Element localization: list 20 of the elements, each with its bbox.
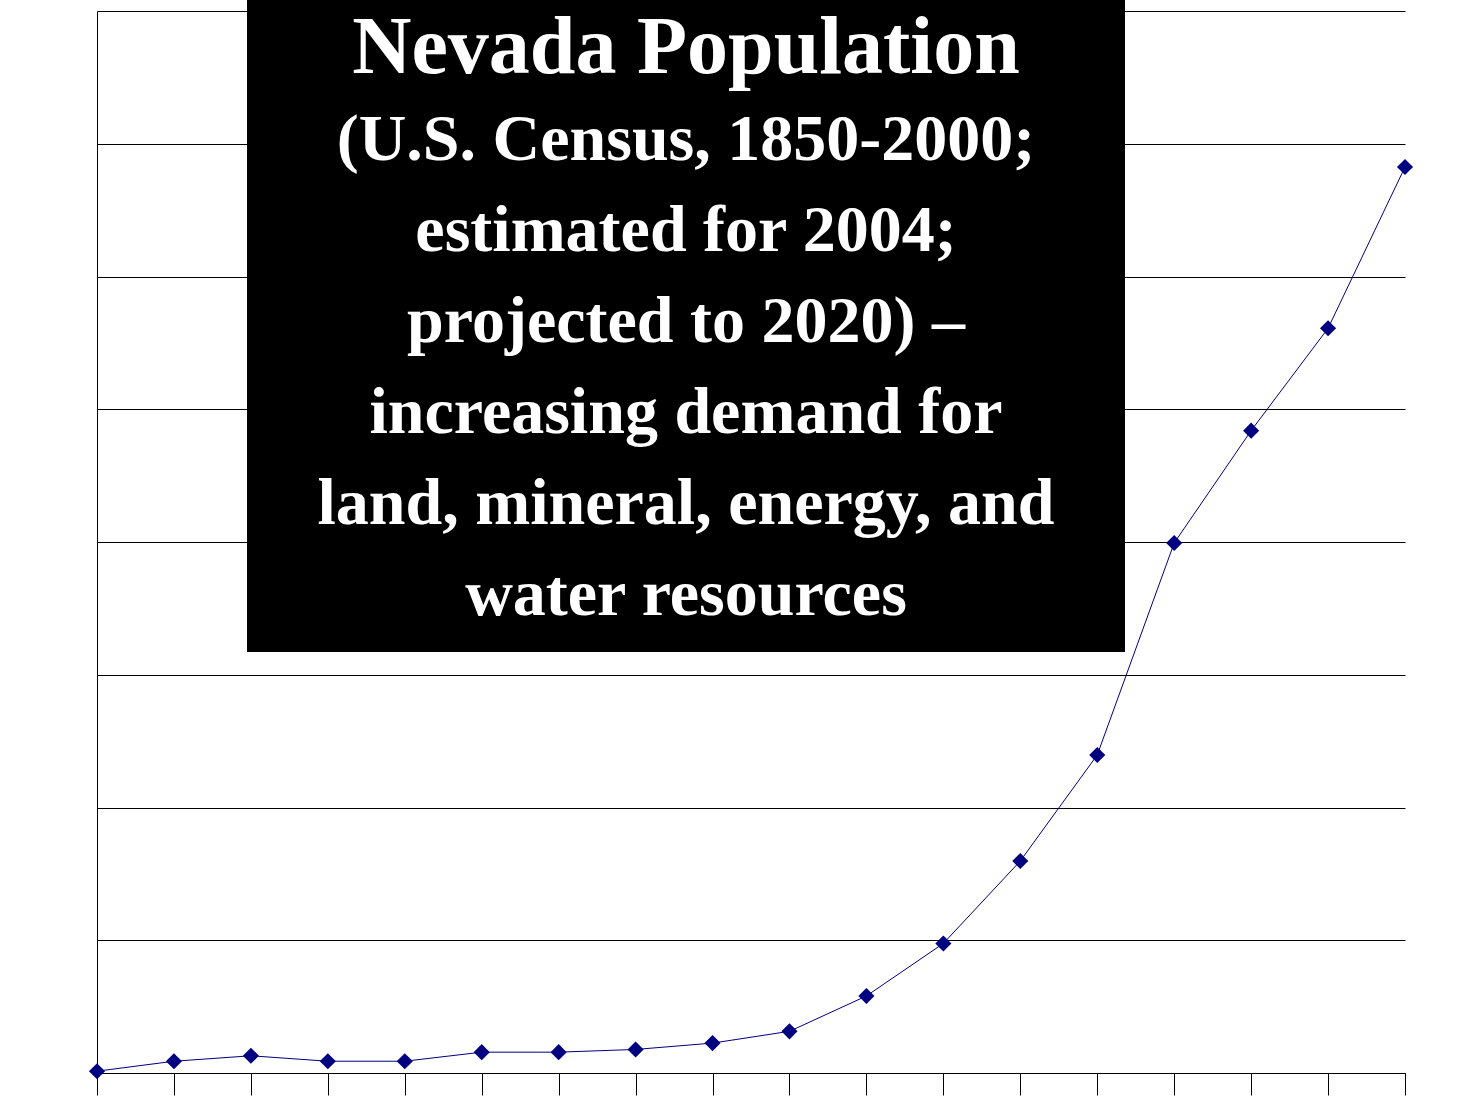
- point: [704, 1035, 721, 1052]
- point: [781, 1023, 798, 1040]
- chart-title: Nevada Population: [351, 0, 1021, 92]
- point: [1166, 534, 1183, 552]
- point: [1320, 320, 1337, 337]
- point: [1089, 746, 1106, 764]
- point: [396, 1053, 413, 1070]
- text: (U.S. Census, 1850-2000; estimated for 2004; projected to 2020) – increasing demand for land, mineral, energy, and water resources: [316, 100, 1056, 631]
- point: [1396, 158, 1414, 176]
- point: [242, 1047, 259, 1064]
- point: [550, 1044, 567, 1061]
- point: [935, 935, 952, 952]
- point: [1243, 422, 1260, 439]
- point: [858, 987, 875, 1005]
- point: [473, 1044, 490, 1061]
- point: [88, 1063, 106, 1080]
- point: [319, 1053, 336, 1070]
- point: [165, 1053, 182, 1070]
- point: [1012, 852, 1029, 870]
- point: [627, 1041, 644, 1058]
